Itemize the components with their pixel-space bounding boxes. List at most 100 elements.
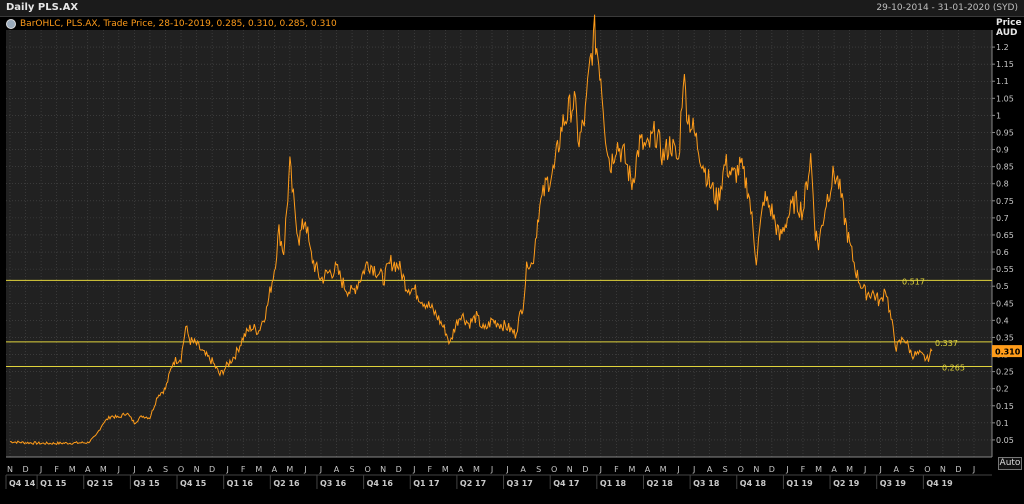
y-tick-label: 0.7	[996, 214, 1009, 223]
x-quarter-label: Q2 16	[273, 479, 300, 488]
auto-scale-button[interactable]: Auto	[998, 457, 1022, 470]
x-month-label: J	[303, 465, 306, 474]
y-tick-label: 0.95	[996, 128, 1014, 137]
y-tick-label: 1	[996, 111, 1001, 120]
x-quarter-label: Q3 17	[507, 479, 533, 488]
x-month-label: M	[815, 465, 822, 474]
y-tick-label: 0.15	[996, 402, 1014, 411]
x-month-label: O	[364, 465, 370, 474]
x-month-label: F	[241, 465, 246, 474]
x-month-label: D	[22, 465, 28, 474]
x-quarter-label: Q4 14	[9, 479, 36, 488]
x-quarter-label: Q4 19	[926, 479, 953, 488]
x-month-label: N	[940, 465, 946, 474]
x-month-label: J	[505, 465, 508, 474]
x-month-label: J	[972, 465, 975, 474]
x-quarter-label: Q3 18	[693, 479, 720, 488]
x-month-label: N	[380, 465, 386, 474]
x-month-label: M	[473, 465, 480, 474]
y-tick-label: 0.45	[996, 299, 1014, 308]
x-month-label: J	[132, 465, 135, 474]
x-month-label: A	[831, 465, 837, 474]
date-range: 29-10-2014 - 31-01-2020 (SYD)	[876, 3, 1018, 13]
y-tick-label: 1.05	[996, 94, 1014, 103]
x-month-label: S	[163, 465, 168, 474]
x-month-label: F	[54, 465, 59, 474]
x-month-label: J	[39, 465, 42, 474]
x-quarter-label: Q4 17	[553, 479, 579, 488]
x-quarter-label: Q4 16	[367, 479, 394, 488]
x-month-label: O	[924, 465, 930, 474]
x-month-label: O	[551, 465, 557, 474]
y-tick-label: 1.2	[996, 43, 1009, 52]
x-month-label: A	[707, 465, 713, 474]
x-month-label: A	[645, 465, 651, 474]
x-month-label: A	[520, 465, 526, 474]
y-tick-label: 0.05	[996, 436, 1014, 445]
y-tick-label: 0.25	[996, 368, 1014, 377]
x-month-label: M	[628, 465, 635, 474]
y-tick-label: 0.1	[996, 419, 1009, 428]
x-month-label: N	[7, 465, 13, 474]
x-month-label: D	[582, 465, 588, 474]
x-month-label: J	[879, 465, 882, 474]
series-legend[interactable]: BarOHLC, PLS.AX, Trade Price, 28-10-2019…	[6, 18, 337, 30]
price-series-line	[9, 14, 933, 446]
series-settings-icon[interactable]	[6, 19, 16, 29]
y-axis-title: Price AUD	[996, 18, 1022, 38]
x-month-label: M	[442, 465, 449, 474]
y-tick-label: 0.6	[996, 248, 1009, 257]
x-month-label: S	[723, 465, 728, 474]
level-label-0.337: 0.337	[935, 339, 958, 348]
x-month-label: D	[955, 465, 961, 474]
x-month-label: N	[567, 465, 573, 474]
x-month-label: M	[846, 465, 853, 474]
x-month-label: S	[909, 465, 914, 474]
x-quarter-label: Q2 19	[833, 479, 860, 488]
x-month-label: S	[350, 465, 355, 474]
legend-text: BarOHLC, PLS.AX, Trade Price, 28-10-2019…	[20, 19, 337, 29]
x-quarter-label: Q2 15	[87, 479, 114, 488]
y-tick-label: 0.4	[996, 316, 1009, 325]
x-month-label: M	[660, 465, 667, 474]
x-quarter-label: Q1 18	[600, 479, 627, 488]
x-month-label: D	[396, 465, 402, 474]
x-month-label: F	[801, 465, 806, 474]
x-month-label: A	[334, 465, 340, 474]
y-tick-label: 0.8	[996, 180, 1009, 189]
x-month-label: J	[863, 465, 866, 474]
chart-title: Daily PLS.AX	[6, 2, 79, 13]
y-tick-label: 0.75	[996, 197, 1014, 206]
y-tick-label: 0.9	[996, 146, 1009, 155]
x-month-label: J	[676, 465, 679, 474]
x-month-label: J	[117, 465, 120, 474]
y-tick-label: 0.65	[996, 231, 1014, 240]
x-month-label: J	[599, 465, 602, 474]
chart-titlebar: Daily PLS.AX 29-10-2014 - 31-01-2020 (SY…	[0, 0, 1024, 17]
x-month-label: J	[319, 465, 322, 474]
last-price-box	[992, 345, 1022, 358]
x-month-label: F	[614, 465, 619, 474]
x-quarter-label: Q2 17	[460, 479, 486, 488]
x-month-label: D	[209, 465, 215, 474]
x-quarter-label: Q2 18	[646, 479, 673, 488]
level-label-0.517: 0.517	[902, 277, 925, 286]
y-tick-label: 0.2	[996, 385, 1009, 394]
y-tick-label: 0.85	[996, 163, 1014, 172]
x-month-label: M	[69, 465, 76, 474]
x-month-label: F	[428, 465, 433, 474]
y-tick-label: 1.1	[996, 77, 1009, 86]
y-axis-title-currency: AUD	[996, 28, 1018, 38]
x-month-label: J	[692, 465, 695, 474]
x-quarter-label: Q4 18	[740, 479, 767, 488]
x-month-label: O	[738, 465, 744, 474]
x-month-label: J	[412, 465, 415, 474]
x-month-label: A	[272, 465, 278, 474]
y-tick-label: 1.15	[996, 60, 1014, 69]
last-price-label: 0.310	[995, 348, 1021, 357]
x-month-label: M	[100, 465, 107, 474]
x-quarter-label: Q3 15	[133, 479, 160, 488]
x-quarter-label: Q1 17	[413, 479, 439, 488]
x-quarter-label: Q1 19	[786, 479, 813, 488]
